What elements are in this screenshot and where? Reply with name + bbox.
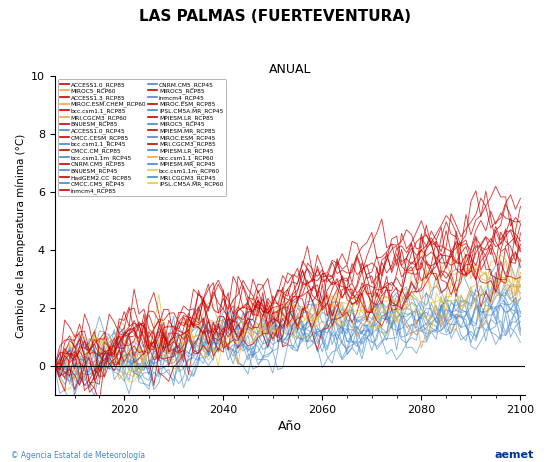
Text: LAS PALMAS (FUERTEVENTURA): LAS PALMAS (FUERTEVENTURA) (139, 9, 411, 24)
Text: aemet: aemet (494, 450, 534, 460)
Y-axis label: Cambio de la temperatura mínima (°C): Cambio de la temperatura mínima (°C) (15, 134, 25, 338)
Title: ANUAL: ANUAL (269, 63, 311, 77)
Text: © Agencia Estatal de Meteorología: © Agencia Estatal de Meteorología (11, 451, 145, 460)
X-axis label: Año: Año (278, 420, 302, 433)
Legend: ACCESS1.0_RCP85, MIROC5_RCP60, ACCESS1.3_RCP85, MIROC.ESM.CHEM_RCP60, bcc.csm1.1: ACCESS1.0_RCP85, MIROC5_RCP60, ACCESS1.3… (58, 79, 226, 196)
